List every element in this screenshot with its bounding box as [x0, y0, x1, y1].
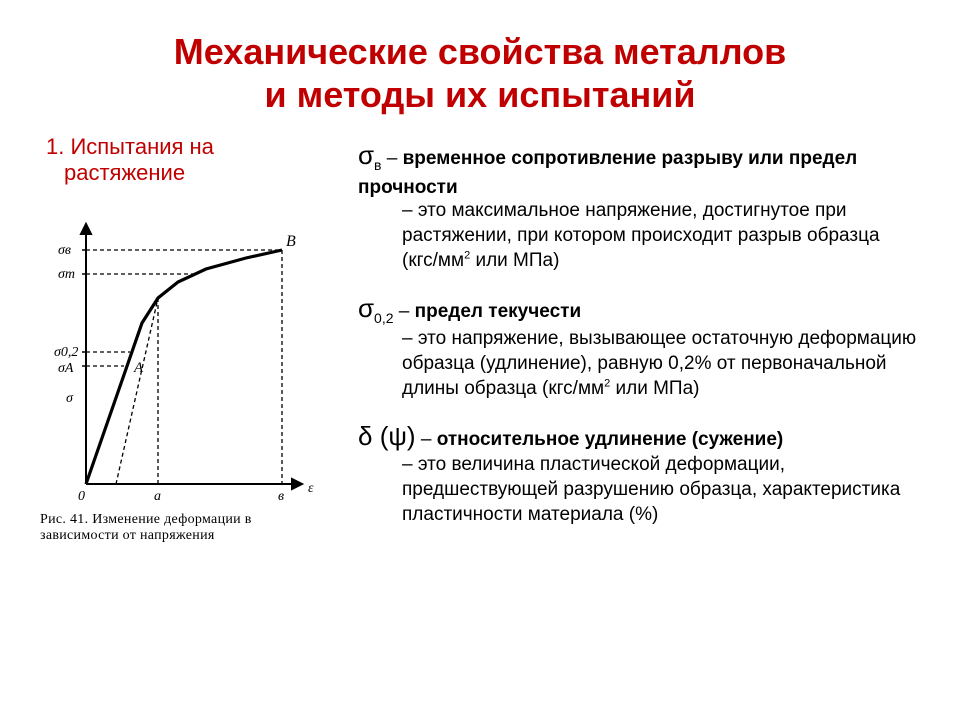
body-sigma-02: – это напряжение, вызывающее остаточную …	[358, 326, 920, 401]
yaxis-label: σ	[66, 391, 74, 406]
origin-label: 0	[78, 489, 85, 504]
ytick-sa: σА	[58, 361, 74, 376]
subheading-text: 1. Испытания на растяжение	[46, 134, 214, 185]
term-sigma-02: предел текучести	[415, 301, 581, 322]
definition-delta: δ (ψ) – относительное удлинение (сужение…	[358, 419, 920, 527]
point-a-label: A	[133, 360, 144, 376]
point-b-label: B	[286, 233, 296, 250]
ytick-s02: σ0,2	[54, 345, 78, 360]
xtick-a: a	[154, 489, 161, 504]
curve	[86, 250, 282, 484]
content-row: 1. Испытания на растяжение B	[40, 134, 920, 544]
sym-sigma-v: σв	[358, 140, 381, 170]
title-line1: Механические свойства металлов	[174, 31, 786, 72]
ytick-st: σт	[58, 267, 75, 282]
sym-sigma-02: σ0,2	[358, 293, 394, 323]
subheading: 1. Испытания на растяжение	[58, 134, 340, 186]
term-sigma-v: временное сопротивление разрыву или пред…	[358, 148, 857, 198]
right-column: σв – временное сопротивление разрыву или…	[358, 134, 920, 544]
title-line2: и методы их испытаний	[264, 74, 695, 115]
stress-strain-chart: B A	[40, 216, 330, 506]
figure-caption: Рис. 41. Изменение деформации в зависимо…	[40, 512, 330, 544]
term-delta: относительное удлинение (сужение)	[437, 429, 784, 450]
definition-sigma-02: σ0,2 – предел текучести – это напряжение…	[358, 291, 920, 401]
definition-sigma-v: σв – временное сопротивление разрыву или…	[358, 138, 920, 273]
page-title: Механические свойства металлов и методы …	[40, 30, 920, 116]
xtick-b: в	[278, 489, 284, 504]
stress-strain-figure: B A	[40, 216, 330, 544]
sym-delta: δ (ψ)	[358, 421, 416, 451]
left-column: 1. Испытания на растяжение B	[40, 134, 340, 544]
body-sigma-v: – это максимальное напряжение, достигнут…	[358, 198, 920, 273]
ytick-sv: σв	[58, 243, 71, 258]
body-delta: – это величина пластической деформации, …	[358, 452, 920, 527]
caption-prefix: Рис. 41.	[40, 512, 92, 527]
xaxis-label: ε	[308, 481, 314, 496]
